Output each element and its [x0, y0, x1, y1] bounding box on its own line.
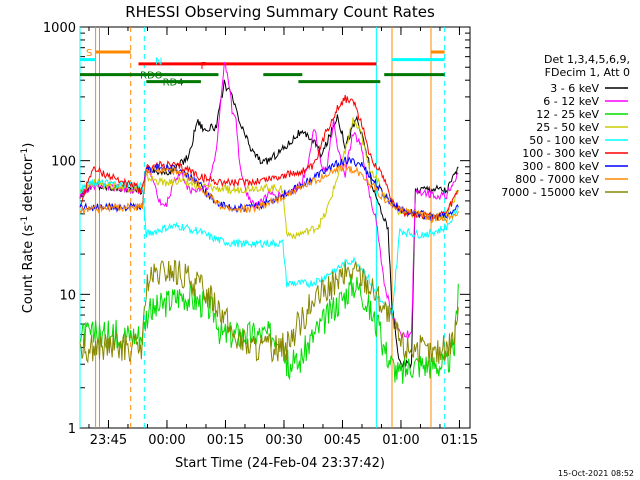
y-tick-label: 10 [59, 288, 76, 303]
y-axis-label-part: detector [21, 156, 36, 216]
y-tick-label: 1 [68, 422, 76, 437]
x-tick-label: 00:30 [265, 433, 302, 448]
legend-label: 12 - 25 keV [536, 108, 599, 121]
legend-label: 100 - 300 keV [522, 147, 599, 160]
y-axis-label-part: ) [21, 143, 36, 148]
x-tick-label: 00:00 [148, 433, 185, 448]
legend-label: 6 - 12 keV [543, 95, 599, 108]
y-axis-label-part: -1 [20, 216, 30, 225]
status-label: RDO [140, 71, 163, 82]
x-tick-label: 01:00 [382, 433, 419, 448]
series-line [79, 274, 459, 384]
legend-label: 800 - 7000 keV [515, 173, 599, 186]
y-axis-label-part: Count Rate (s [21, 225, 36, 314]
footer-timestamp: 15-Oct-2021 08:52 [558, 469, 634, 478]
y-axis-label: Count Rate (s-1 detector-1) [20, 143, 36, 314]
legend-label: 50 - 100 keV [529, 134, 599, 147]
legend-label: 300 - 800 keV [522, 160, 599, 173]
series-line [79, 163, 459, 224]
x-axis-label: Start Time (24-Feb-04 23:37:42) [175, 456, 385, 471]
y-axis-label-part: -1 [20, 148, 30, 157]
legend-label: 7000 - 15000 keV [501, 186, 599, 199]
series-line [79, 79, 459, 370]
legend-header: Det 1,3,4,5,6,9, [544, 53, 630, 66]
series-line [79, 179, 459, 319]
x-tick-label: 23:45 [90, 433, 127, 448]
series-line [79, 260, 459, 368]
status-label: RD4 [163, 78, 184, 89]
status-label: S [86, 48, 92, 59]
chart-title: RHESSI Observing Summary Count Rates [125, 3, 435, 21]
x-tick-label: 00:15 [207, 433, 244, 448]
legend-label: 25 - 50 keV [536, 121, 599, 134]
status-label: F [201, 61, 207, 72]
status-label: N [155, 57, 162, 68]
y-tick-label: 100 [51, 155, 76, 170]
x-tick-label: 01:15 [441, 433, 478, 448]
legend-label: 3 - 6 keV [550, 82, 599, 95]
legend-header: FDecim 1, Att 0 [545, 66, 630, 79]
plot-frame [79, 26, 471, 429]
y-tick-label: 1000 [43, 21, 76, 36]
x-tick-label: 00:45 [324, 433, 361, 448]
